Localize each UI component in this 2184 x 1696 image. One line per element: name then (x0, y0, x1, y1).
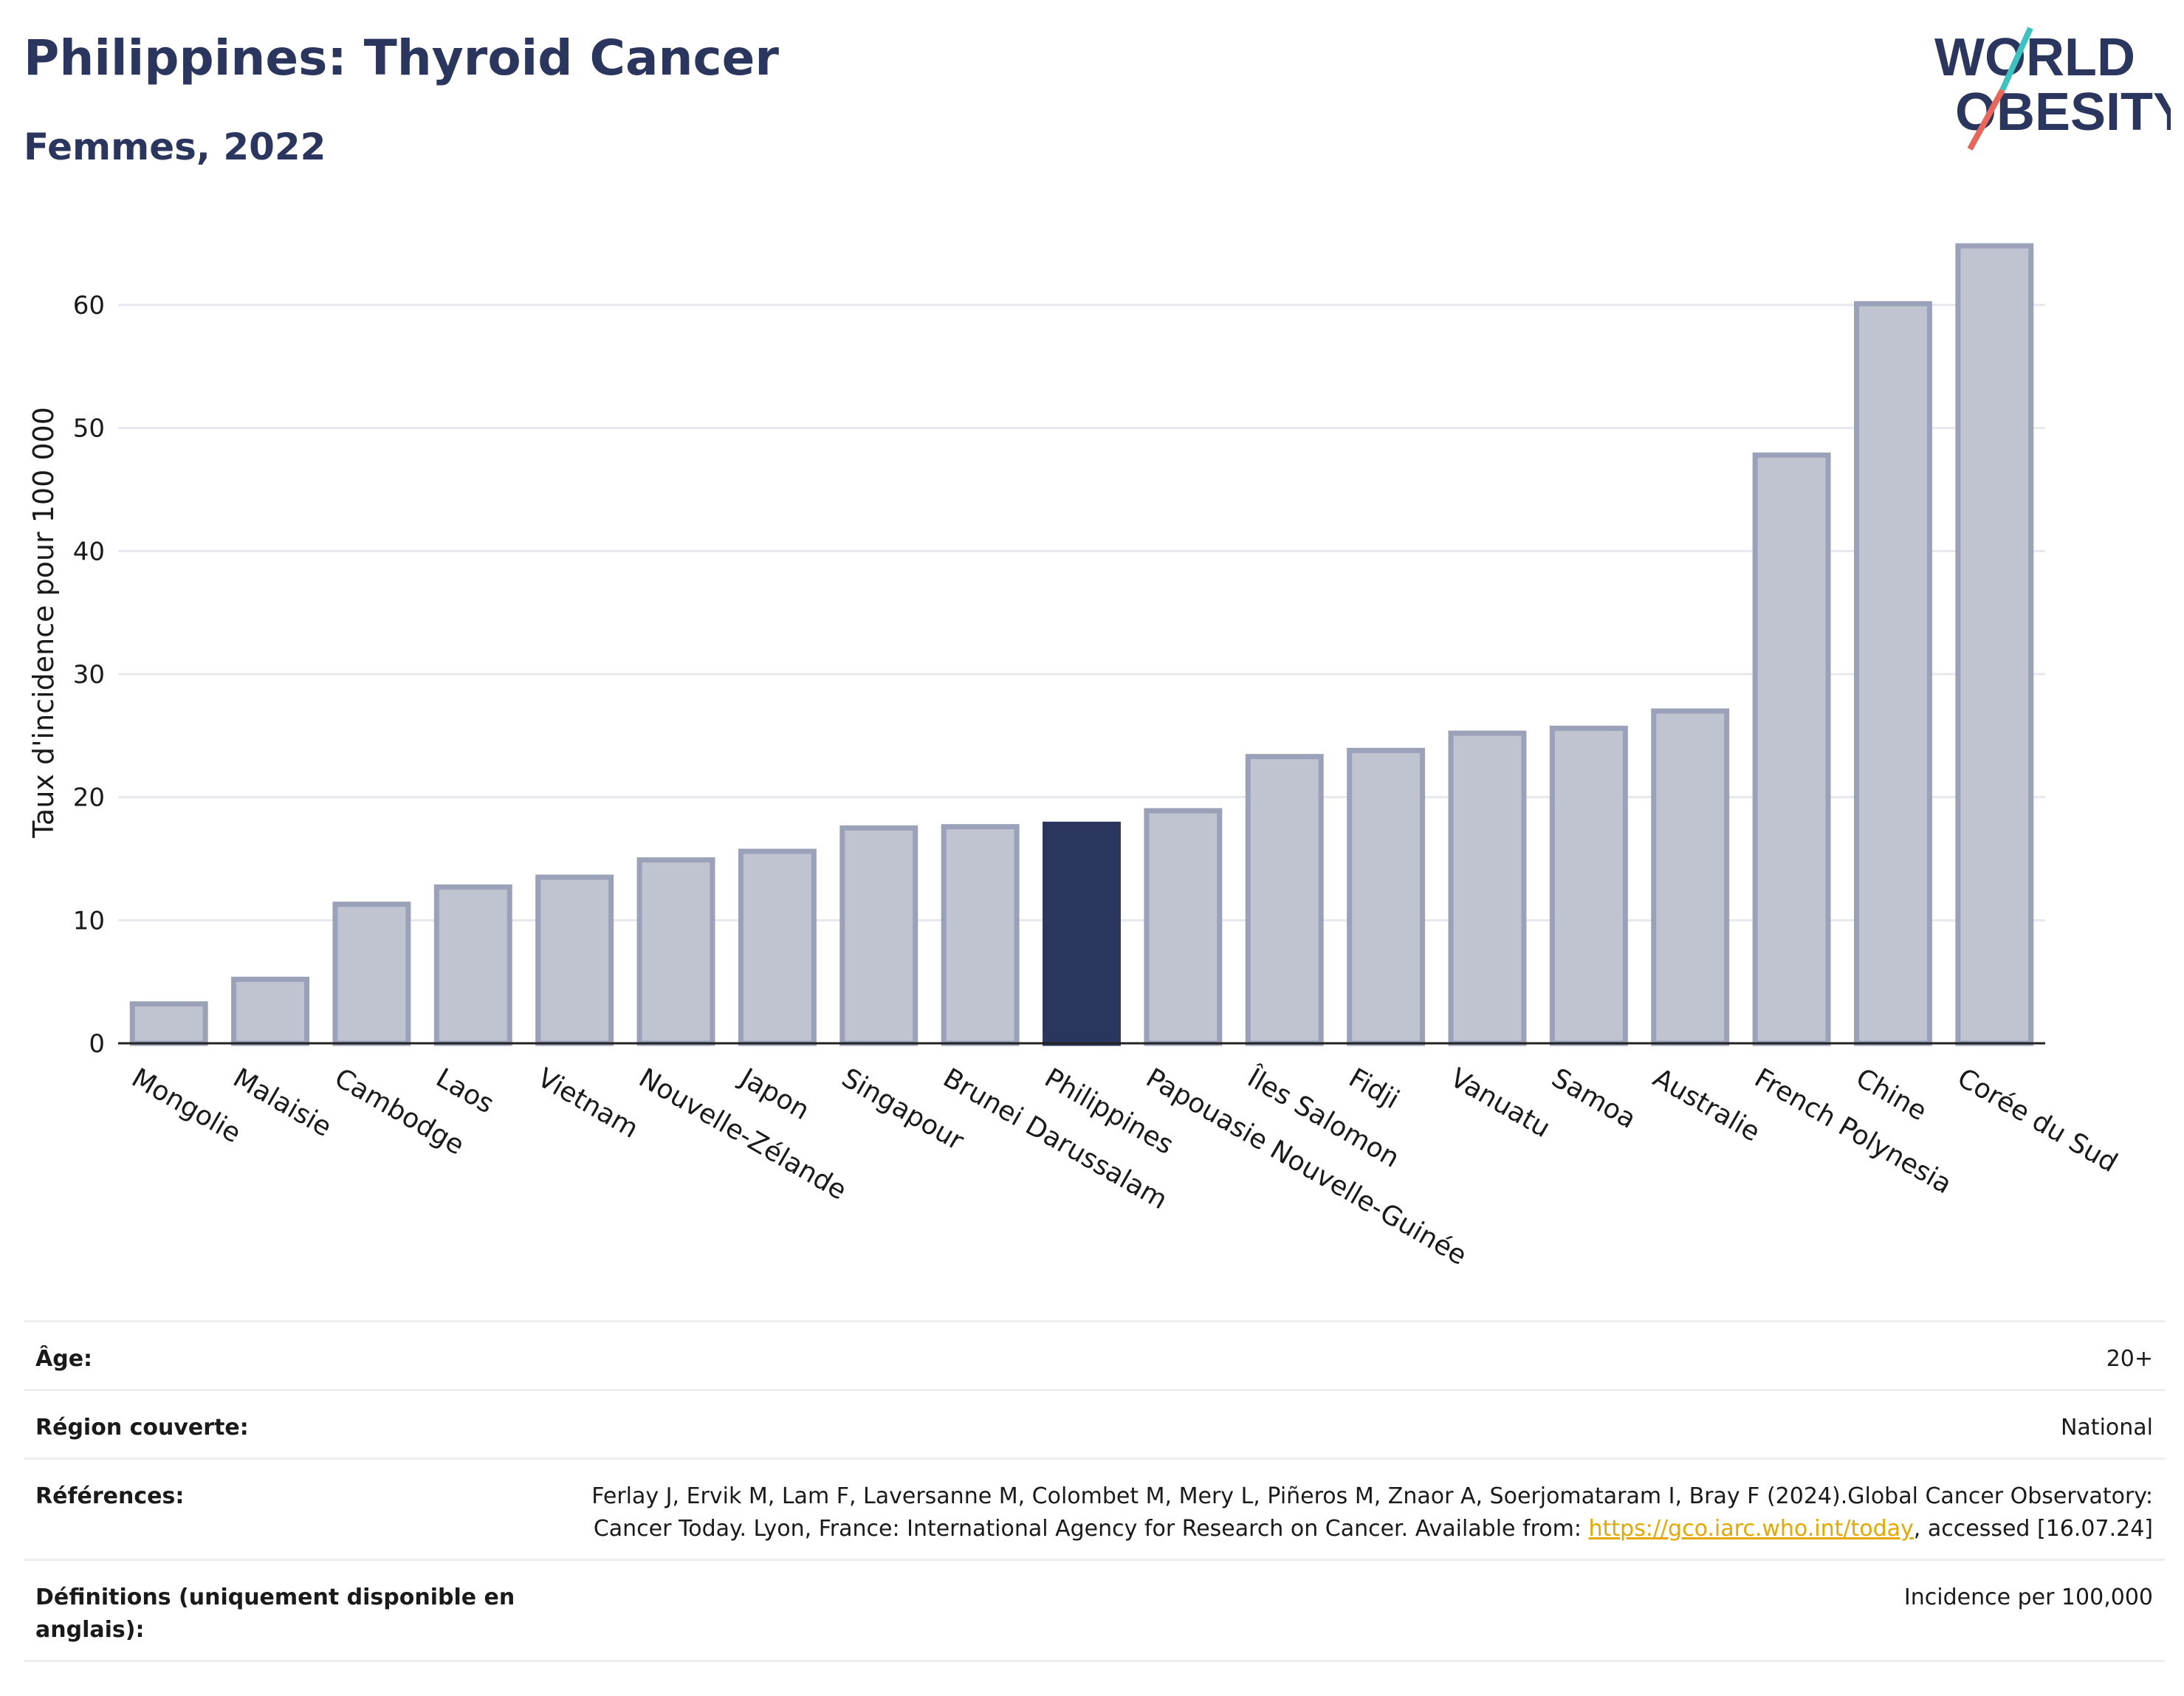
bar-chine (1853, 301, 1932, 1046)
bar-vanuatu (1448, 730, 1527, 1046)
logo-line-world: WORLD (1934, 28, 2135, 87)
bars (129, 243, 2034, 1046)
y-tick-label: 0 (89, 1029, 105, 1059)
x-tick-label: French Polynesia (1749, 1062, 1957, 1200)
x-tick-label: Corée du Sud (1952, 1062, 2123, 1178)
meta-defs-label: Définitions (uniquement disponible en an… (35, 1585, 515, 1643)
x-tick-label: Chine (1851, 1062, 1932, 1127)
meta-refs-accessed: , accessed [16.07.24] (1913, 1516, 2153, 1542)
x-tick-label: Samoa (1547, 1062, 1641, 1135)
bar-australie (1651, 708, 1730, 1046)
y-tick-label: 40 (73, 537, 105, 566)
y-tick-label: 30 (73, 660, 105, 690)
x-tick-label: Malaisie (228, 1062, 337, 1143)
meta-defs-value: Incidence per 100,000 (1903, 1585, 2153, 1610)
bar-cambodge (332, 902, 411, 1046)
bar--les-salomon (1245, 754, 1324, 1046)
bar-cor-e-du-sud (1955, 243, 2034, 1046)
logo-slash-red (1967, 89, 2005, 151)
y-tick-label: 60 (73, 291, 105, 320)
chart-title: Philippines: Thyroid Cancer (24, 30, 779, 86)
bar-philippines (1043, 821, 1121, 1046)
logo-slash-teal (1999, 27, 2033, 92)
bar-laos (433, 884, 512, 1046)
meta-region-label: Région couverte: (35, 1415, 249, 1441)
y-tick-label: 10 (73, 906, 105, 935)
meta-refs-text: Ferlay J, Ervik M, Lam F, Laversanne M, … (591, 1483, 2153, 1542)
x-tick-label: Vanuatu (1445, 1062, 1555, 1144)
y-tick-label: 20 (73, 783, 105, 813)
meta-row-region: Région couverte: National (24, 1389, 2165, 1458)
y-tick-label: 50 (73, 414, 105, 444)
bar-japon (738, 848, 817, 1046)
bar-samoa (1549, 725, 1628, 1046)
meta-refs-label: Références: (35, 1483, 185, 1509)
x-tick-label: Australie (1648, 1062, 1765, 1147)
meta-row-references: Références: Ferlay J, Ervik M, Lam F, La… (24, 1458, 2165, 1559)
x-tick-label: Japon (734, 1062, 814, 1126)
meta-row-definitions: Définitions (uniquement disponible en an… (24, 1559, 2165, 1662)
meta-row-age: Âge: 20+ (24, 1320, 2165, 1389)
bar-nouvelle-z-lande (636, 857, 715, 1046)
x-tick-label: Fidji (1344, 1062, 1404, 1115)
bar-singapour (839, 825, 918, 1046)
y-axis-title: Taux d'incidence pour 100 000 (27, 407, 60, 839)
x-tick-label: Mongolie (126, 1062, 246, 1149)
bar-mongolie (129, 1001, 208, 1046)
bar-papouasie-nouvelle-guin-e (1144, 808, 1223, 1046)
x-tick-label: Laos (430, 1062, 498, 1119)
bar-malaisie (231, 976, 310, 1046)
bar-brunei-darussalam (941, 824, 1020, 1046)
y-axis-ticks: 0 10 20 30 40 50 60 (73, 291, 105, 1059)
world-obesity-logo: WORLD OBESITY (1934, 27, 2171, 151)
meta-region-value: National (2060, 1415, 2153, 1441)
chart-subtitle: Femmes, 2022 (24, 126, 326, 168)
bar-fidji (1347, 747, 1426, 1046)
metadata-table: Âge: 20+ Région couverte: National Référ… (24, 1320, 2165, 1662)
meta-refs-link[interactable]: https://gco.iarc.who.int/today (1588, 1516, 1914, 1542)
bar-vietnam (535, 874, 614, 1046)
x-tick-label: Vietnam (532, 1062, 643, 1144)
bar-french-polynesia (1752, 452, 1831, 1046)
meta-refs-value: Ferlay J, Ervik M, Lam F, Laversanne M, … (566, 1480, 2153, 1545)
meta-age-value: 20+ (2106, 1346, 2153, 1372)
meta-age-label: Âge: (35, 1346, 93, 1372)
